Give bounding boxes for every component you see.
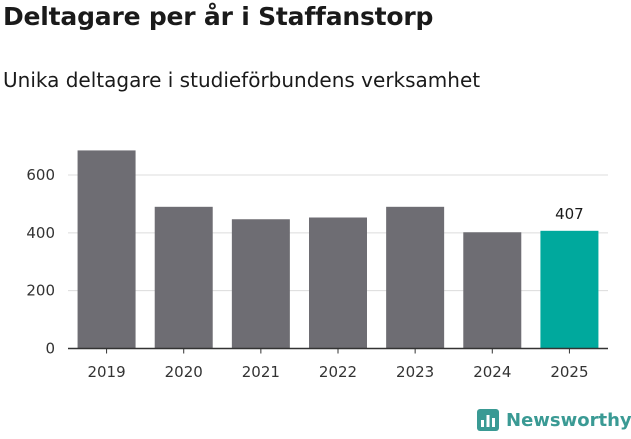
- y-tick-label-0: 0: [45, 340, 55, 358]
- chart-subtitle: Unika deltagare i studieförbundens verks…: [3, 68, 481, 92]
- x-tick-label-2025: 2025: [550, 363, 588, 381]
- y-tick-label-200: 200: [26, 282, 55, 300]
- x-tick-label-2022: 2022: [319, 363, 357, 381]
- newsworthy-brand: Newsworthy: [476, 408, 631, 432]
- x-tick-label-2019: 2019: [87, 363, 125, 381]
- x-tick-label-2020: 2020: [165, 363, 203, 381]
- x-tick-label-2021: 2021: [242, 363, 280, 381]
- bar-2019: [77, 150, 136, 349]
- bar-2021: [231, 219, 290, 349]
- newsworthy-logo-icon: [477, 409, 499, 431]
- brand-name: Newsworthy: [506, 409, 631, 431]
- bar-2023: [386, 206, 445, 349]
- bar-2020: [154, 206, 213, 349]
- chart-title: Deltagare per år i Staffanstorp: [3, 2, 434, 31]
- bar-2025: [540, 230, 599, 349]
- y-tick-label-400: 400: [26, 224, 55, 242]
- x-tick-label-2024: 2024: [473, 363, 511, 381]
- x-tick-label-2023: 2023: [396, 363, 434, 381]
- bar-2024: [463, 232, 522, 349]
- data-label-2025: 407: [555, 205, 584, 223]
- y-tick-label-600: 600: [26, 166, 55, 184]
- bar-2022: [309, 217, 367, 349]
